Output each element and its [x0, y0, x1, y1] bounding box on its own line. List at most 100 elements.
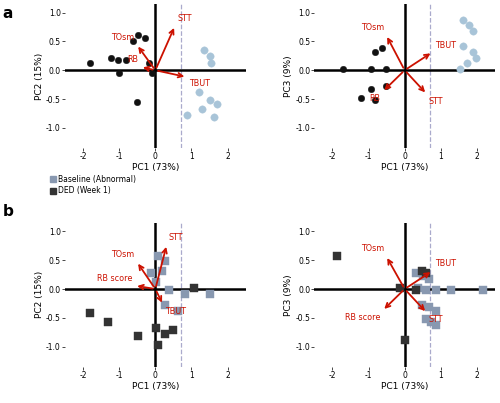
Text: a: a — [2, 6, 13, 21]
Point — [206, 53, 214, 59]
Point — [371, 97, 379, 104]
Point — [447, 287, 455, 293]
Text: TOsm: TOsm — [112, 33, 134, 42]
Point — [152, 279, 160, 285]
Text: b: b — [2, 204, 14, 218]
Text: STT: STT — [429, 97, 444, 106]
Point — [115, 69, 123, 76]
Point — [200, 47, 208, 53]
X-axis label: PC1 (73%): PC1 (73%) — [132, 382, 179, 391]
Text: TBUT: TBUT — [434, 259, 456, 268]
Point — [378, 45, 386, 52]
Point — [165, 287, 173, 293]
Point — [418, 267, 426, 274]
Y-axis label: PC2 (15%): PC2 (15%) — [35, 271, 44, 318]
Point — [456, 66, 464, 72]
Point — [468, 49, 476, 55]
Point — [459, 43, 467, 49]
Text: TBUT: TBUT — [434, 41, 456, 50]
Point — [208, 60, 216, 66]
Point — [402, 337, 409, 343]
Point — [129, 38, 137, 45]
Point — [154, 342, 162, 349]
Point — [134, 333, 142, 339]
Point — [468, 28, 476, 34]
Point — [190, 285, 198, 291]
Point — [134, 99, 141, 106]
Point — [181, 291, 189, 297]
Point — [356, 95, 364, 101]
Point — [382, 66, 390, 72]
Point — [425, 275, 433, 282]
Point — [414, 285, 422, 291]
Text: TOsm: TOsm — [112, 250, 134, 259]
Point — [134, 31, 142, 38]
Point — [463, 60, 471, 66]
X-axis label: PC1 (73%): PC1 (73%) — [381, 382, 428, 391]
Point — [214, 100, 222, 107]
Point — [422, 287, 430, 293]
Point — [338, 66, 346, 72]
X-axis label: PC1 (73%): PC1 (73%) — [132, 163, 179, 172]
Point — [104, 319, 112, 326]
Point — [425, 304, 433, 311]
Point — [174, 307, 182, 314]
Point — [432, 287, 440, 293]
Point — [396, 285, 404, 291]
Point — [145, 60, 153, 66]
Point — [371, 49, 379, 55]
Point — [122, 57, 130, 64]
Point — [422, 270, 430, 276]
Point — [194, 89, 202, 96]
Y-axis label: PC3 (9%): PC3 (9%) — [284, 274, 293, 316]
Text: STT: STT — [168, 233, 183, 242]
Point — [472, 54, 480, 61]
Text: TOsm: TOsm — [361, 23, 384, 32]
Point — [420, 273, 428, 280]
Point — [198, 106, 206, 112]
Point — [108, 54, 116, 61]
Point — [114, 57, 122, 64]
Point — [459, 17, 467, 23]
Point — [432, 322, 440, 328]
Point — [426, 319, 434, 326]
Point — [158, 267, 166, 274]
Point — [152, 325, 160, 331]
Point — [154, 252, 162, 259]
Text: RB: RB — [370, 94, 380, 104]
Text: STT: STT — [429, 316, 444, 324]
Point — [162, 331, 170, 337]
X-axis label: PC1 (73%): PC1 (73%) — [381, 163, 428, 172]
Point — [162, 302, 170, 308]
Point — [86, 60, 94, 66]
Point — [418, 302, 426, 308]
Point — [432, 307, 440, 314]
Point — [480, 287, 488, 293]
Point — [422, 316, 430, 322]
Point — [382, 83, 390, 89]
Text: RB: RB — [128, 56, 138, 64]
Point — [183, 112, 191, 118]
Y-axis label: PC2 (15%): PC2 (15%) — [35, 52, 44, 100]
Text: TBUT: TBUT — [189, 79, 210, 88]
Point — [162, 258, 170, 265]
Point — [206, 291, 214, 297]
Point — [206, 97, 214, 104]
Point — [148, 69, 156, 76]
Point — [412, 270, 420, 276]
Point — [141, 35, 149, 41]
Point — [465, 22, 473, 29]
Text: STT: STT — [177, 14, 192, 23]
Point — [147, 270, 155, 276]
Legend: Baseline (Abnormal), DED (Week 1): Baseline (Abnormal), DED (Week 1) — [47, 172, 139, 198]
Text: TOsm: TOsm — [361, 244, 384, 253]
Point — [86, 310, 94, 316]
Point — [168, 327, 176, 334]
Text: TBUT: TBUT — [165, 307, 186, 316]
Point — [332, 252, 340, 259]
Point — [368, 85, 376, 92]
Point — [210, 114, 218, 120]
Y-axis label: PC3 (9%): PC3 (9%) — [284, 55, 293, 97]
Text: RB score: RB score — [97, 274, 132, 283]
Text: RB score: RB score — [345, 313, 380, 322]
